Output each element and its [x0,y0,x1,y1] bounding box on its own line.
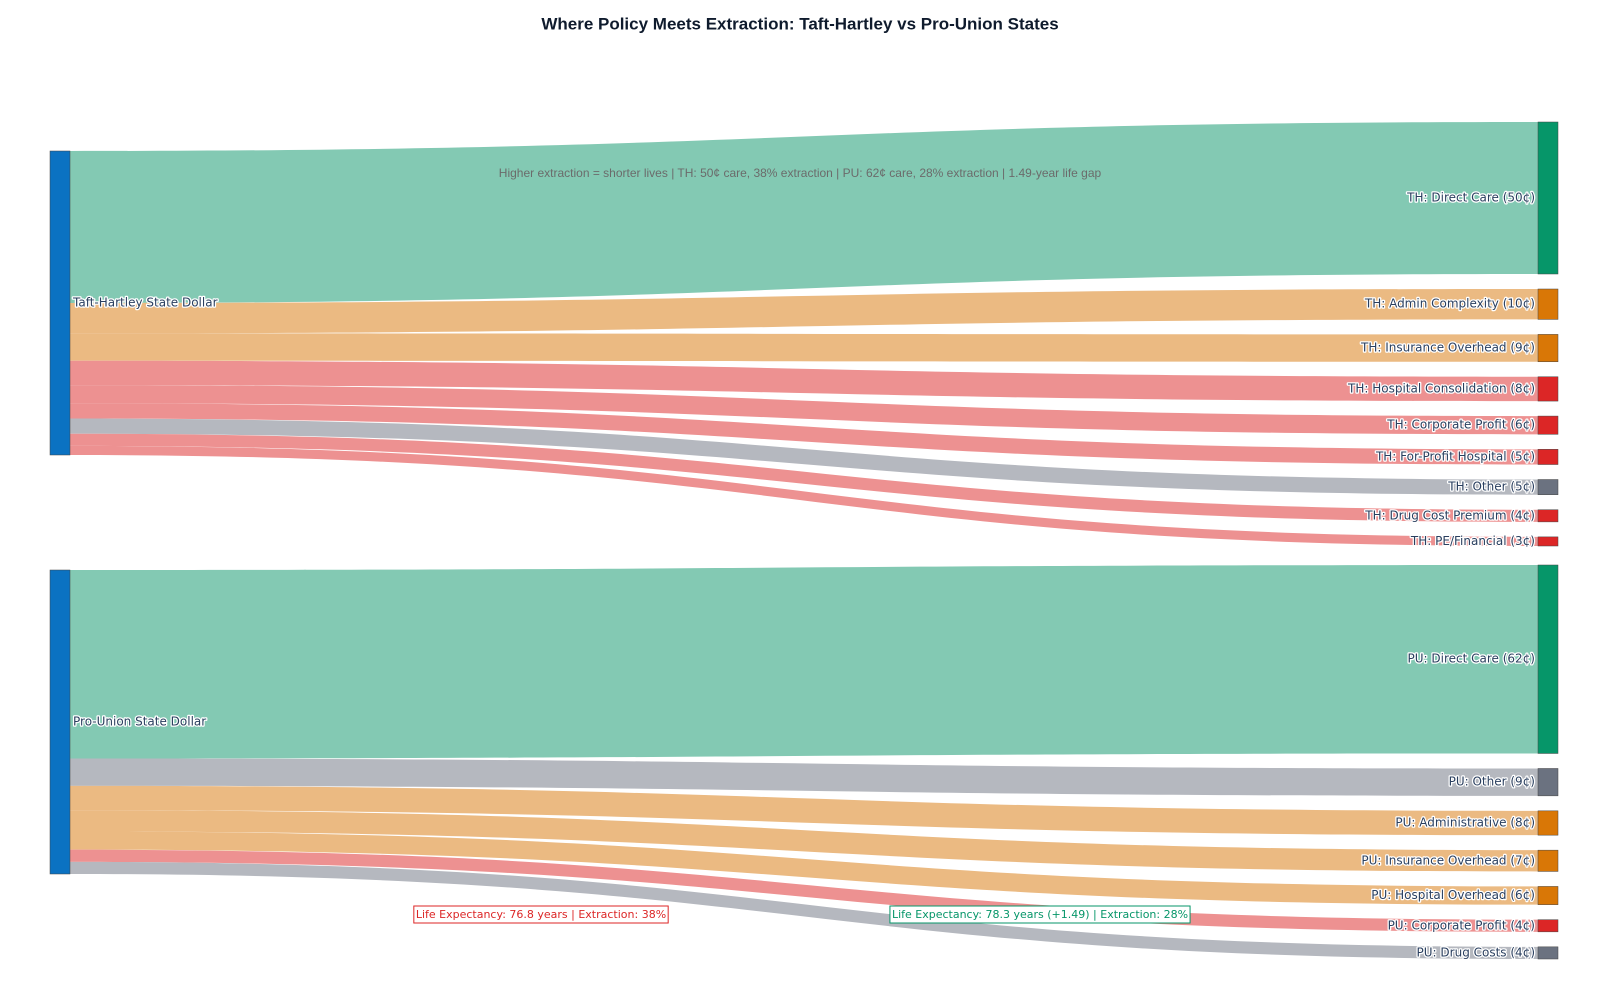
link [70,433,1538,522]
node-label: Taft-Hartley State Dollar [72,296,218,310]
annotation-box [889,905,1191,924]
labels: Taft-Hartley State Dollar Pro-Union State… [71,189,1537,960]
node [49,569,71,875]
links [70,122,1538,959]
node [1537,810,1559,836]
node [1537,509,1559,523]
link [70,758,1538,796]
node [1537,564,1559,754]
node [1537,479,1559,495]
node-label: TH: For-Profit Hospital (5¢) [1375,449,1535,463]
node [1537,449,1559,465]
nodes [49,121,1559,960]
link [70,403,1538,465]
node [1537,376,1559,402]
node [1537,415,1559,435]
node [1537,886,1559,905]
link [70,122,1538,303]
node [1537,919,1559,933]
annotation: Life Expectancy: 76.8 years | Extraction… [416,908,666,921]
node-label: PU: Direct Care (62¢) [1408,652,1536,666]
annotation-box [413,905,669,924]
link [70,785,1538,836]
node-label: TH: Insurance Overhead (9¢) [1360,341,1535,355]
node-label: TH: Drug Cost Premium (4¢) [1364,508,1535,522]
annotations: Higher extraction = shorter lives | TH: … [413,166,1191,924]
annotation: Higher extraction = shorter lives | TH: … [499,166,1102,180]
node [1537,121,1559,275]
link [70,565,1538,759]
node-label: TH: Hospital Consolidation (8¢) [1347,381,1535,395]
node [1537,946,1559,960]
link [70,831,1538,905]
link [70,849,1538,932]
link [70,418,1538,495]
node [1537,288,1559,320]
link [70,289,1538,334]
node-label: TH: Corporate Profit (6¢) [1386,418,1535,432]
link [70,333,1538,362]
node-label: TH: Other (5¢) [1447,480,1535,494]
node-label: PU: Other (9¢) [1449,775,1535,789]
chart-title: Where Policy Meets Extraction: Taft-Hart… [541,14,1058,33]
node [1537,536,1559,547]
node-label: Pro-Union State Dollar [73,715,206,729]
link [70,810,1538,872]
node-label: TH: Admin Complexity (10¢) [1364,297,1535,311]
node-label: TH: Direct Care (50¢) [1406,191,1535,205]
node-label: PU: Hospital Overhead (6¢) [1371,888,1535,902]
link [70,861,1538,959]
annotation: Life Expectancy: 78.3 years (+1.49) | Ex… [892,908,1188,921]
node-label: PU: Corporate Profit (4¢) [1388,918,1535,932]
link [70,360,1538,402]
link [70,445,1538,546]
node-label: PU: Insurance Overhead (7¢) [1361,853,1535,867]
link [70,385,1538,435]
node [49,150,71,456]
node-label: PU: Drug Costs (4¢) [1417,945,1535,959]
node [1537,768,1559,797]
node [1537,334,1559,363]
node-label: PU: Administrative (8¢) [1395,816,1535,830]
node-label: TH: PE/Financial (3¢) [1410,534,1535,548]
node [1537,849,1559,872]
